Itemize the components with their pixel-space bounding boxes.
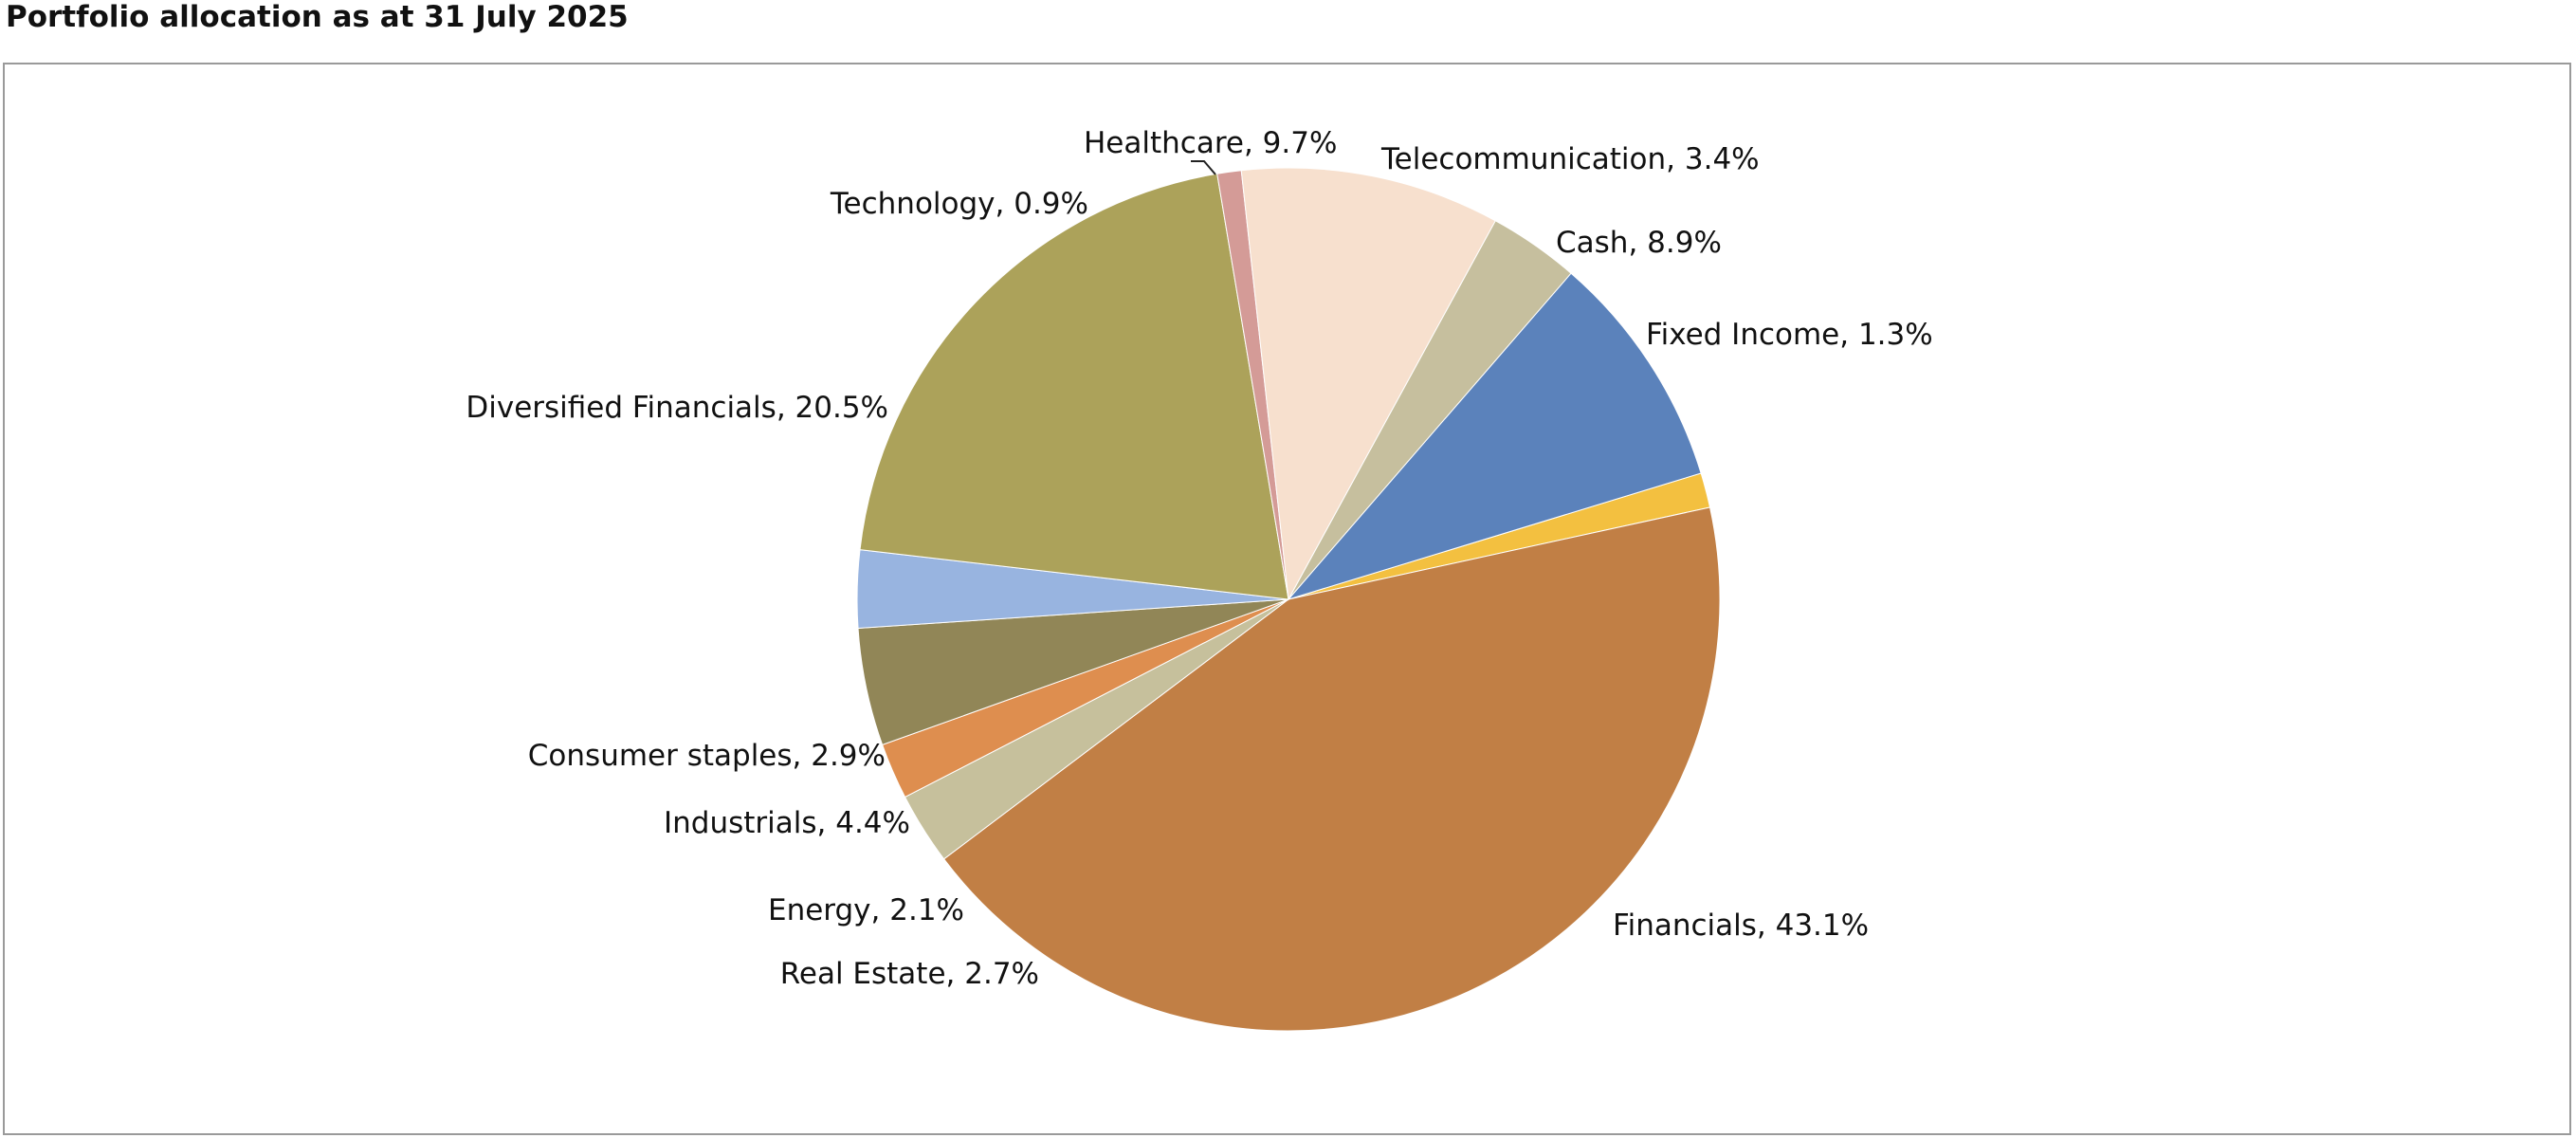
pie-slices: [856, 167, 1721, 1032]
pie-labels: Fixed Income, 1.3% Financials, 43.1% Real …: [466, 126, 1932, 991]
page-title: Portfolio allocation as at 31 July 2025: [6, 0, 629, 34]
pie-slice-cash: [1287, 272, 1702, 600]
data-label-industrials: Industrials, 4.4%: [664, 806, 910, 840]
data-label-telecommunication: Telecommunication, 3.4%: [1380, 142, 1760, 176]
data-label-financials: Financials, 43.1%: [1613, 909, 1869, 943]
pie-slice-diversified-financials: [859, 173, 1289, 600]
data-label-technology: Technology, 0.9%: [830, 187, 1088, 221]
data-label-healthcare: Healthcare, 9.7%: [1084, 126, 1337, 160]
data-label-energy: Energy, 2.1%: [768, 893, 964, 927]
healthcare-leader-line: [1191, 160, 1216, 175]
pie-slice-financials: [942, 506, 1721, 1032]
data-label-fixed-income: Fixed Income, 1.3%: [1646, 318, 1933, 352]
pie-slice-healthcare: [1240, 167, 1497, 601]
data-label-cash: Cash, 8.9%: [1556, 226, 1722, 260]
data-label-real-estate: Real Estate, 2.7%: [780, 957, 1039, 991]
data-label-diversified-financials: Diversified Financials, 20.5%: [466, 391, 888, 425]
data-label-consumer-staples: Consumer staples, 2.9%: [528, 739, 886, 773]
